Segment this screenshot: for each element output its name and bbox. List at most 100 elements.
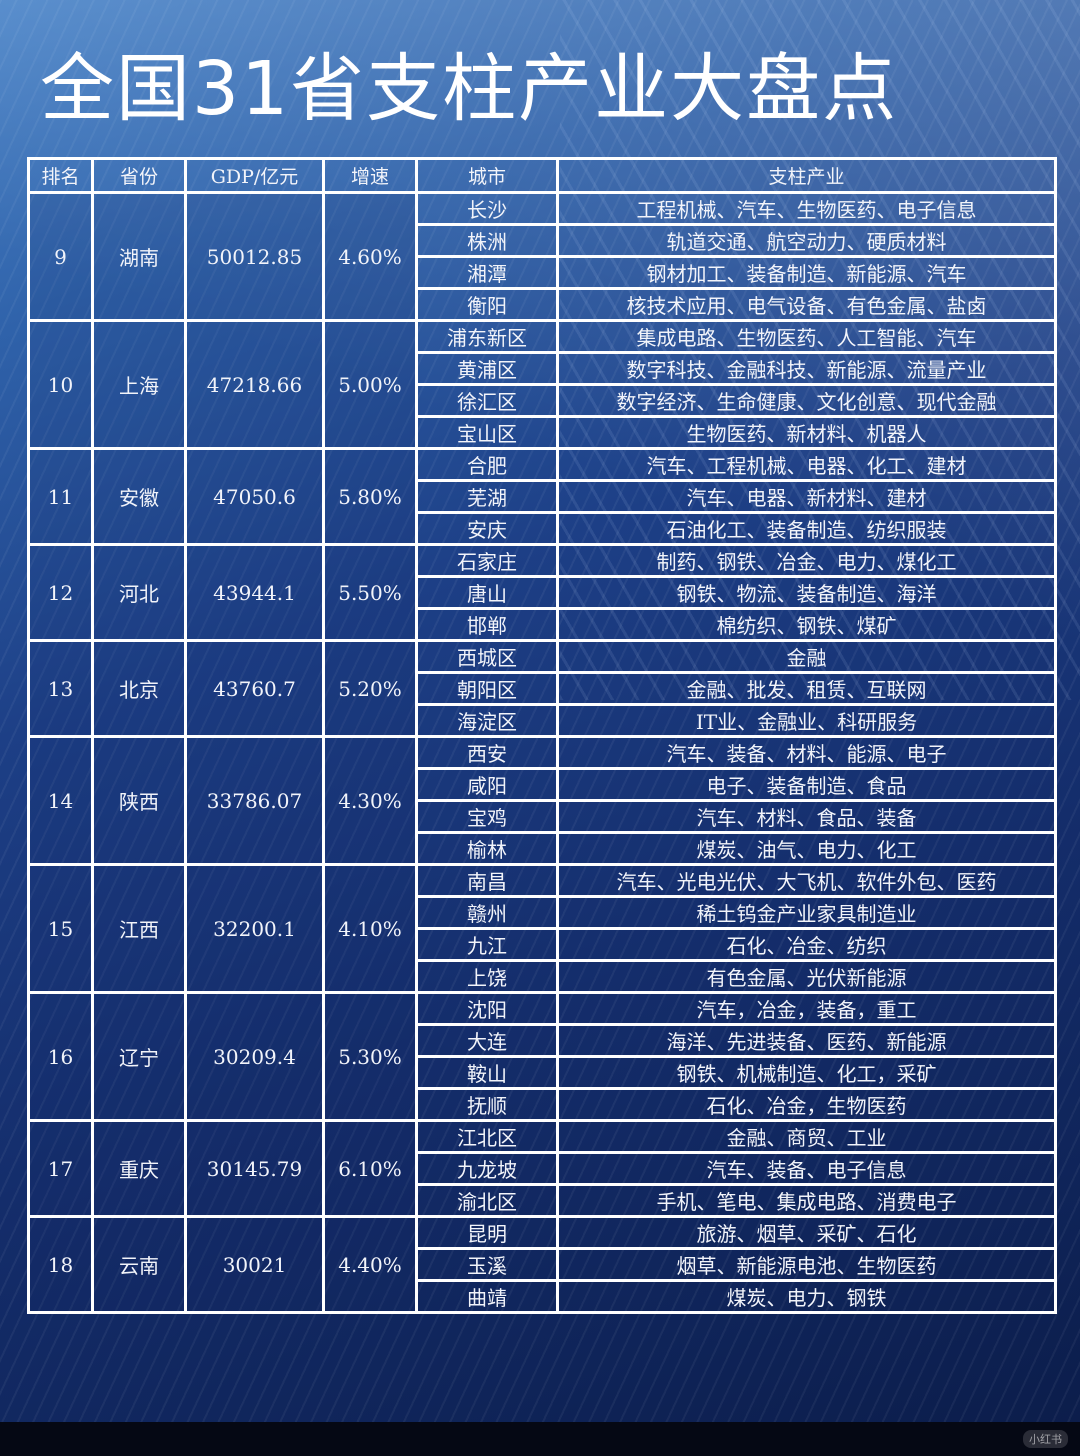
header-gdp: GDP/亿元 xyxy=(184,157,325,194)
table-row: 株洲 轨道交通、航空动力、硬质材料 xyxy=(29,223,1057,258)
industry-cell: 核技术应用、电气设备、有色金属、盐卤 xyxy=(556,287,1057,322)
gdp-cell: 43760.7 xyxy=(184,639,325,738)
province-cell: 上海 xyxy=(91,319,187,450)
industry-cell: 金融、商贸、工业 xyxy=(556,1119,1057,1154)
city-cell: 湘潭 xyxy=(415,255,559,290)
table-body: 9 湖南 50012.85 4.60% 长沙 工程机械、汽车、生物医药、电子信息 株洲 轨道交… xyxy=(27,191,1057,1314)
industry-cell: 汽车、工程机械、电器、化工、建材 xyxy=(556,447,1057,482)
city-cell: 沈阳 xyxy=(415,991,559,1026)
rank-cell: 11 xyxy=(27,447,94,546)
header-city: 城市 xyxy=(415,157,559,194)
industry-cell: 钢材加工、装备制造、新能源、汽车 xyxy=(556,255,1057,290)
city-cell: 石家庄 xyxy=(415,543,559,578)
growth-cell: 4.60% xyxy=(322,191,418,322)
table-row: 朝阳区 金融、批发、租赁、互联网 xyxy=(29,671,1057,706)
city-cell: 渝北区 xyxy=(415,1183,559,1218)
industry-cell: 石油化工、装备制造、纺织服装 xyxy=(556,511,1057,546)
city-cell: 九江 xyxy=(415,927,559,962)
industry-cell: 集成电路、生物医药、人工智能、汽车 xyxy=(556,319,1057,354)
gdp-cell: 30021 xyxy=(184,1215,325,1314)
header-province: 省份 xyxy=(91,157,187,194)
city-cell: 芜湖 xyxy=(415,479,559,514)
city-cell: 宝山区 xyxy=(415,415,559,450)
industry-cell: 石化、冶金，生物医药 xyxy=(556,1087,1057,1122)
industry-cell: 生物医药、新材料、机器人 xyxy=(556,415,1057,450)
growth-cell: 4.40% xyxy=(322,1215,418,1314)
table-row: 九龙坡 汽车、装备、电子信息 xyxy=(29,1151,1057,1186)
industry-cell: 汽车，冶金，装备，重工 xyxy=(556,991,1057,1026)
table-row: 上饶 有色金属、光伏新能源 xyxy=(29,959,1057,994)
city-cell: 长沙 xyxy=(415,191,559,226)
gdp-cell: 47218.66 xyxy=(184,319,325,450)
industry-cell: 金融、批发、租赁、互联网 xyxy=(556,671,1057,706)
industry-cell: 煤炭、油气、电力、化工 xyxy=(556,831,1057,866)
table-row: 抚顺 石化、冶金，生物医药 xyxy=(29,1087,1057,1122)
gdp-cell: 30209.4 xyxy=(184,991,325,1122)
city-cell: 株洲 xyxy=(415,223,559,258)
page-title: 全国31省支柱产业大盘点 xyxy=(40,46,899,132)
gdp-cell: 30145.79 xyxy=(184,1119,325,1218)
growth-cell: 6.10% xyxy=(322,1119,418,1218)
table-row: 15 江西 32200.1 4.10% 南昌 汽车、光电光伏、大飞机、软件外包、医药 xyxy=(27,863,1057,994)
rank-cell: 14 xyxy=(27,735,94,866)
city-cell: 衡阳 xyxy=(415,287,559,322)
table-row: 徐汇区 数字经济、生命健康、文化创意、现代金融 xyxy=(29,383,1057,418)
gdp-cell: 50012.85 xyxy=(184,191,325,322)
table-row: 宝鸡 汽车、材料、食品、装备 xyxy=(29,799,1057,834)
industry-cell: 汽车、材料、食品、装备 xyxy=(556,799,1057,834)
province-cell: 北京 xyxy=(91,639,187,738)
table-row: 赣州 稀土钨金产业家具制造业 xyxy=(29,895,1057,930)
growth-cell: 5.20% xyxy=(322,639,418,738)
city-cell: 上饶 xyxy=(415,959,559,994)
table-row: 9 湖南 50012.85 4.60% 长沙 工程机械、汽车、生物医药、电子信息 xyxy=(27,191,1057,322)
city-cell: 玉溪 xyxy=(415,1247,559,1282)
city-cell: 江北区 xyxy=(415,1119,559,1154)
province-cell: 重庆 xyxy=(91,1119,187,1218)
rank-cell: 10 xyxy=(27,319,94,450)
city-cell: 邯郸 xyxy=(415,607,559,642)
industry-cell: 手机、笔电、集成电路、消费电子 xyxy=(556,1183,1057,1218)
growth-cell: 4.10% xyxy=(322,863,418,994)
province-cell: 湖南 xyxy=(91,191,187,322)
industry-cell: 电子、装备制造、食品 xyxy=(556,767,1057,802)
table-row: 海淀区 IT业、金融业、科研服务 xyxy=(29,703,1057,738)
growth-cell: 5.50% xyxy=(322,543,418,642)
industry-cell: 汽车、装备、电子信息 xyxy=(556,1151,1057,1186)
rank-cell: 12 xyxy=(27,543,94,642)
table-header-row: 排名 省份 GDP/亿元 增速 城市 支柱产业 xyxy=(27,157,1057,194)
table-row: 唐山 钢铁、物流、装备制造、海洋 xyxy=(29,575,1057,610)
table-row: 九江 石化、冶金、纺织 xyxy=(29,927,1057,962)
industry-cell: 制药、钢铁、冶金、电力、煤化工 xyxy=(556,543,1057,578)
city-cell: 鞍山 xyxy=(415,1055,559,1090)
city-cell: 西城区 xyxy=(415,639,559,674)
table-row: 11 安徽 47050.6 5.80% 合肥 汽车、工程机械、电器、化工、建材 xyxy=(27,447,1057,546)
growth-cell: 5.30% xyxy=(322,991,418,1122)
rank-cell: 18 xyxy=(27,1215,94,1314)
industry-cell: 稀土钨金产业家具制造业 xyxy=(556,895,1057,930)
city-cell: 九龙坡 xyxy=(415,1151,559,1186)
table-row: 榆林 煤炭、油气、电力、化工 xyxy=(29,831,1057,866)
industry-cell: 汽车、装备、材料、能源、电子 xyxy=(556,735,1057,770)
province-cell: 陕西 xyxy=(91,735,187,866)
table-row: 10 上海 47218.66 5.00% 浦东新区 集成电路、生物医药、人工智能、汽车 xyxy=(27,319,1057,450)
city-cell: 昆明 xyxy=(415,1215,559,1250)
city-cell: 安庆 xyxy=(415,511,559,546)
table-row: 鞍山 钢铁、机械制造、化工，采矿 xyxy=(29,1055,1057,1090)
city-cell: 榆林 xyxy=(415,831,559,866)
industry-cell: 金融 xyxy=(556,639,1057,674)
industry-cell: 汽车、电器、新材料、建材 xyxy=(556,479,1057,514)
city-cell: 合肥 xyxy=(415,447,559,482)
city-cell: 海淀区 xyxy=(415,703,559,738)
table-row: 13 北京 43760.7 5.20% 西城区 金融 xyxy=(27,639,1057,738)
industry-cell: 有色金属、光伏新能源 xyxy=(556,959,1057,994)
table-row: 玉溪 烟草、新能源电池、生物医药 xyxy=(29,1247,1057,1282)
table-row: 邯郸 棉纺织、钢铁、煤矿 xyxy=(29,607,1057,642)
table-row: 黄浦区 数字科技、金融科技、新能源、流量产业 xyxy=(29,351,1057,386)
rank-cell: 13 xyxy=(27,639,94,738)
city-cell: 南昌 xyxy=(415,863,559,898)
industry-cell: 烟草、新能源电池、生物医药 xyxy=(556,1247,1057,1282)
gdp-cell: 32200.1 xyxy=(184,863,325,994)
growth-cell: 4.30% xyxy=(322,735,418,866)
table-row: 湘潭 钢材加工、装备制造、新能源、汽车 xyxy=(29,255,1057,290)
header-growth: 增速 xyxy=(322,157,418,194)
